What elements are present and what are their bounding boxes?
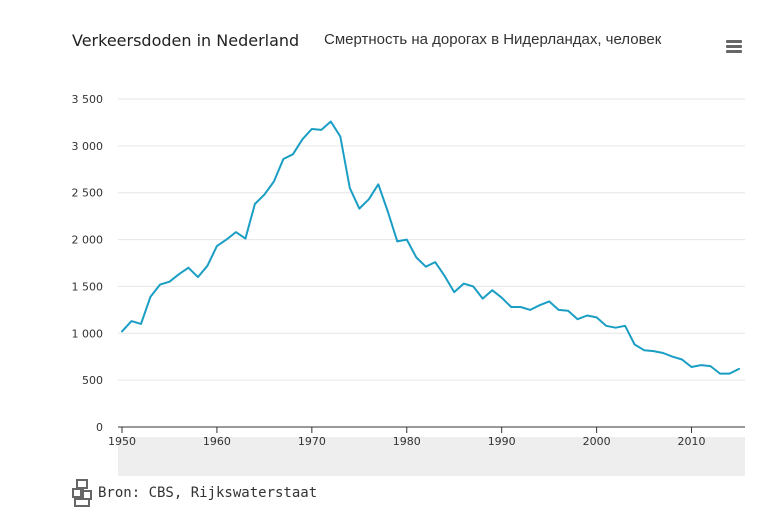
x-tick-label: 1970 (298, 435, 326, 448)
y-tick-label: 3 500 (72, 93, 104, 106)
y-tick-label: 0 (96, 421, 103, 434)
chart-title: Verkeersdoden in Nederland (72, 31, 300, 50)
y-tick-label: 2 500 (72, 187, 104, 200)
y-tick-label: 1 000 (72, 327, 104, 340)
menu-bar (726, 45, 742, 48)
line-chart: 0 500 1 000 1 500 2 000 2 500 3 000 3 500 1950 19… (72, 93, 745, 476)
x-tick-label: 1990 (488, 435, 516, 448)
source-text: Bron: CBS, Rijkswaterstaat (98, 485, 318, 501)
chart-subtitle: Смертность на дорогах в Нидерландах, чел… (324, 31, 662, 48)
source-credit: Bron: CBS, Rijkswaterstaat (72, 478, 317, 508)
x-tick-label: 2010 (678, 435, 706, 448)
series-line (121, 120, 740, 375)
menu-bar (726, 50, 742, 53)
y-tick-label: 3 000 (72, 140, 104, 153)
hamburger-menu-icon[interactable] (722, 35, 746, 57)
y-tick-label: 1 500 (72, 280, 104, 293)
navigator-band (118, 437, 745, 476)
x-tick-label: 1960 (203, 435, 231, 448)
y-tick-label: 500 (82, 374, 103, 387)
cbs-logo-icon (72, 479, 92, 507)
x-tick-label: 2000 (583, 435, 611, 448)
menu-bar (726, 40, 742, 43)
y-tick-label: 2 000 (72, 234, 104, 247)
x-tick-label: 1980 (393, 435, 421, 448)
x-tick-label: 1950 (108, 435, 136, 448)
